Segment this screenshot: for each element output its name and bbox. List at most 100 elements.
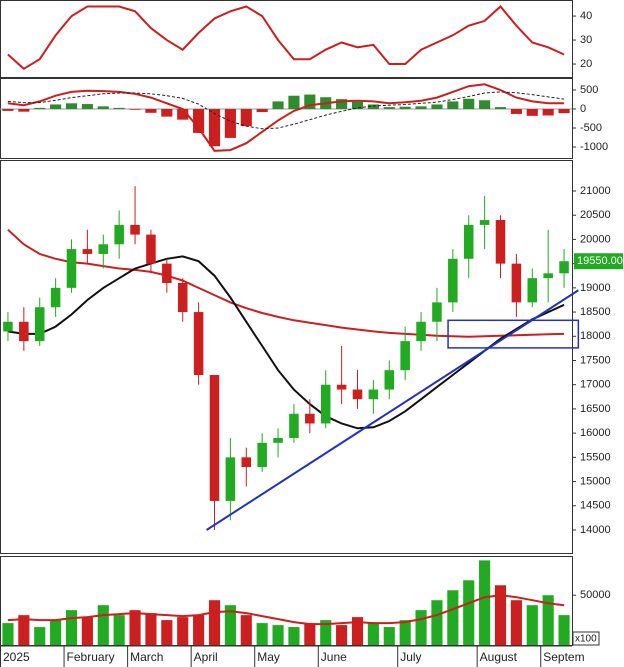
macd-histogram-bar [494, 107, 507, 110]
volume-bar [177, 617, 189, 645]
volume-bar [463, 580, 475, 645]
macd-histogram-bar [542, 109, 554, 116]
volume-bar [208, 600, 221, 645]
macd-histogram-bar [208, 109, 221, 147]
y-tick-label: 0 [580, 103, 586, 115]
macd-histogram-bar [447, 101, 459, 110]
macd-histogram-bar [367, 104, 379, 110]
volume-bar [272, 625, 284, 645]
macd-histogram-bar [463, 98, 475, 110]
candle-body [34, 307, 45, 342]
volume-average [7, 594, 565, 626]
volume-bar [367, 623, 379, 645]
moving-average [7, 255, 565, 430]
y-tick-label: 21000 [580, 185, 611, 197]
y-tick-label: 16000 [580, 427, 611, 439]
volume-bar [129, 610, 141, 645]
macd-histogram-bar [145, 109, 157, 113]
volume-bar [224, 605, 236, 645]
last-price-box [574, 253, 623, 270]
candle-body [82, 249, 93, 254]
candle-body [559, 261, 569, 274]
volume-bar [161, 620, 173, 645]
candle-body [19, 321, 29, 342]
candle-body [400, 341, 410, 371]
y-tick-label: 500 [580, 84, 598, 96]
y-tick-label: 40 [580, 10, 592, 22]
x-tick-label: August [480, 650, 518, 664]
candle-body [66, 249, 77, 288]
candle-body [241, 457, 252, 468]
candle-body [368, 389, 379, 400]
y-tick-label: 17500 [580, 354, 611, 366]
candle-body [543, 273, 553, 279]
volume-bar [81, 617, 93, 645]
highlight-box [447, 319, 580, 349]
unit-label: x100 [575, 634, 597, 645]
volume-bar [558, 615, 570, 645]
macd-histogram-bar [113, 107, 125, 110]
volume-bar [510, 600, 522, 645]
candle-body [527, 278, 538, 303]
candle-body [177, 283, 188, 313]
macd-histogram-bar [479, 100, 491, 110]
volume-bar [145, 613, 157, 645]
volume-bar [2, 623, 14, 645]
candle-body [352, 389, 363, 400]
macd-histogram-bar [34, 107, 46, 110]
macd-histogram-bar [399, 106, 411, 110]
volume-bar [479, 560, 491, 645]
candle-body [432, 302, 442, 322]
x-tick-label: March [130, 650, 163, 664]
macd-histogram-bar [288, 95, 300, 110]
y-tick-label: 16500 [580, 403, 611, 415]
volume-bar [34, 627, 46, 645]
candle-body [463, 224, 474, 259]
x-tick-label: Septem [543, 650, 584, 664]
macd-histogram-bar [351, 101, 364, 110]
candle-body [162, 263, 172, 284]
macd-histogram-bar [256, 109, 268, 113]
x-tick-label: February [67, 650, 115, 664]
candle-body [289, 413, 299, 438]
x-tick-label: 2025 [3, 650, 30, 664]
y-tick-label: 18500 [580, 306, 611, 318]
y-tick-label: 20 [580, 58, 592, 70]
candle-body [479, 220, 490, 225]
unit-box [572, 631, 600, 646]
macd-histogram-bar [65, 103, 78, 110]
volume-bar [65, 610, 78, 645]
macd-histogram-bar [193, 109, 205, 133]
macd-line [7, 83, 565, 152]
macd-histogram-bar [510, 109, 522, 114]
volume-bar [526, 605, 538, 645]
macd-histogram-bar [177, 109, 189, 120]
candle-body [114, 224, 124, 245]
volume-bar [240, 615, 252, 645]
macd-histogram-bar [129, 109, 141, 110]
macd-histogram-bar [2, 109, 14, 111]
candle-body [511, 263, 522, 303]
volume-bar [288, 627, 300, 645]
volume-bar [431, 600, 443, 645]
moving-average [7, 228, 565, 338]
volume-bar [256, 623, 268, 645]
candle-body [273, 437, 283, 443]
candle-body [225, 457, 236, 501]
candle-body [98, 244, 109, 254]
macd-histogram-bar [81, 104, 93, 110]
last-price-label: 19550.00 [577, 255, 623, 267]
macd-histogram-bar [18, 109, 30, 112]
volume-bar [383, 627, 395, 645]
volume-bar [320, 620, 332, 645]
volume-bar [193, 615, 205, 645]
y-tick-label: -500 [580, 122, 602, 134]
x-tick-label: June [321, 650, 347, 664]
candle-body [193, 312, 204, 376]
volume-bar [542, 595, 554, 645]
candle-body [3, 321, 13, 332]
volume-bar [97, 605, 109, 645]
y-tick-label: 20000 [580, 233, 611, 245]
macd-histogram-bar [383, 107, 395, 110]
macd-histogram-bar [272, 101, 284, 110]
